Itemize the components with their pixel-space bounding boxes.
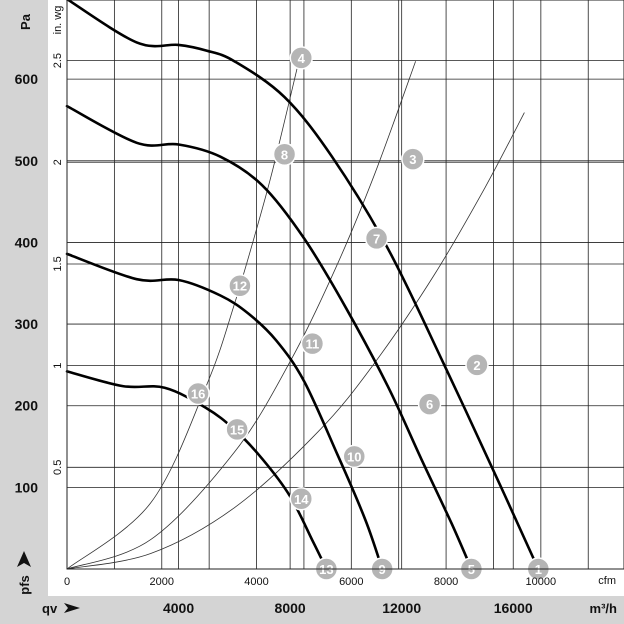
x-unit-cfm: cfm xyxy=(598,575,616,587)
operating-point-marker: 14 xyxy=(289,487,314,511)
x-tick-label-m3h: 16000 xyxy=(494,600,533,616)
marker-circle xyxy=(364,226,389,251)
operating-point-marker: 2 xyxy=(465,353,489,377)
operating-point-marker: 6 xyxy=(417,392,442,416)
marker-circle xyxy=(401,147,425,171)
x-tick-label-cfm: 10000 xyxy=(526,576,557,588)
x-axis-symbol: qv xyxy=(42,601,58,616)
x-tick-label-cfm: 2000 xyxy=(150,576,174,588)
x-tick-label-cfm: 8000 xyxy=(434,576,458,588)
operating-point-marker: 11 xyxy=(300,331,325,356)
marker-label: 14 xyxy=(294,492,309,507)
y-tick-label-inwg: 2.5 xyxy=(52,53,64,68)
fan-curve-2 xyxy=(65,104,473,571)
operating-point-marker: 12 xyxy=(228,273,252,298)
marker-label: 3 xyxy=(409,152,416,167)
marker-label: 6 xyxy=(426,397,433,412)
y-tick-label-inwg: 0.5 xyxy=(52,460,64,475)
marker-label: 12 xyxy=(233,279,247,294)
system-curve-1 xyxy=(66,112,525,570)
marker-label: 2 xyxy=(473,358,480,373)
operating-point-marker: 7 xyxy=(364,226,389,251)
y-unit-inwg: in. wg xyxy=(52,6,64,35)
x-tick-label-cfm: 0 xyxy=(64,576,70,588)
marker-circle xyxy=(186,381,210,406)
y-tick-label-pa: 400 xyxy=(15,234,39,250)
operating-point-marker: 15 xyxy=(225,417,249,442)
x-axis-arrow-icon xyxy=(64,603,80,613)
x-tick-label-m3h: 4000 xyxy=(163,600,194,616)
system-curve-2 xyxy=(66,61,416,570)
marker-label: 10 xyxy=(347,449,361,464)
fan-curve-1 xyxy=(65,0,540,571)
y-unit-pa: Pa xyxy=(18,13,33,30)
y-tick-label-inwg: 1.5 xyxy=(52,256,64,271)
marker-circle xyxy=(465,353,489,377)
y-tick-label-inwg: 1 xyxy=(52,363,64,369)
y-tick-label-pa: 200 xyxy=(15,398,39,414)
fan-curve-3 xyxy=(65,252,384,571)
y-axis-symbol: pfs xyxy=(17,575,32,595)
marker-circle xyxy=(289,46,314,70)
y-tick-label-pa: 300 xyxy=(15,316,39,332)
y-tick-label-pa: 600 xyxy=(15,71,39,87)
y-tick-label-pa: 500 xyxy=(15,153,39,169)
marker-circle xyxy=(228,273,252,298)
marker-label: 8 xyxy=(281,147,288,162)
marker-label: 11 xyxy=(306,337,320,352)
x-tick-label-m3h: 12000 xyxy=(382,600,421,616)
marker-circle xyxy=(272,142,297,167)
operating-point-marker: 8 xyxy=(272,142,297,167)
marker-circle xyxy=(225,417,249,442)
y-tick-label-inwg: 2 xyxy=(52,159,64,165)
marker-label: 4 xyxy=(298,51,306,66)
marker-circle xyxy=(417,392,442,416)
marker-label: 7 xyxy=(373,231,380,246)
operating-point-marker: 10 xyxy=(342,444,367,469)
y-axis-arrow-icon xyxy=(17,551,31,567)
bottom-axis-band xyxy=(0,596,624,624)
operating-point-marker: 4 xyxy=(289,46,314,70)
marker-circle xyxy=(342,444,367,469)
left-axis-band xyxy=(0,0,48,624)
x-unit-m3h: m³/h xyxy=(590,601,618,616)
x-tick-label-cfm: 6000 xyxy=(339,576,363,588)
grid xyxy=(67,0,624,569)
plot-frame xyxy=(66,0,624,570)
marker-circle xyxy=(289,487,314,511)
y-tick-label-pa: 100 xyxy=(15,479,39,495)
marker-circle xyxy=(300,331,325,356)
operating-point-marker: 16 xyxy=(186,381,210,406)
marker-label: 16 xyxy=(191,386,205,401)
x-tick-label-m3h: 8000 xyxy=(275,600,306,616)
marker-label: 15 xyxy=(230,422,244,437)
operating-point-marker: 3 xyxy=(401,147,425,171)
x-tick-label-cfm: 4000 xyxy=(244,576,268,588)
